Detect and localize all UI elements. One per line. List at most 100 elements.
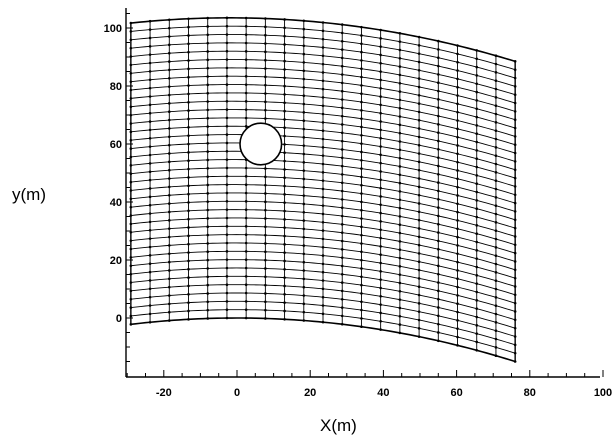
mesh-node (379, 253, 382, 257)
mesh-node (129, 46, 133, 50)
mesh-node (321, 129, 325, 133)
mesh-node (379, 220, 382, 223)
mesh-node (283, 18, 286, 21)
mesh-node (225, 141, 229, 145)
mesh-node (398, 273, 402, 276)
mesh-node (167, 294, 171, 297)
mesh-node (494, 196, 498, 199)
mesh-node (264, 83, 267, 87)
mesh-node (129, 230, 133, 234)
mesh-node (206, 50, 210, 53)
mesh-node (437, 189, 440, 193)
mesh-node (513, 251, 517, 255)
mesh-node (129, 80, 133, 83)
mesh-node (340, 48, 344, 51)
mesh-node (417, 277, 421, 280)
mesh-node (264, 300, 267, 304)
mesh-node (494, 54, 498, 57)
mesh-node (129, 222, 133, 226)
mesh-node (340, 264, 344, 268)
mesh-node (321, 270, 325, 274)
mesh-node (513, 85, 517, 88)
mesh-node (340, 23, 344, 26)
mesh-node (494, 179, 498, 182)
mesh-node (417, 52, 421, 55)
mesh-node (244, 250, 248, 253)
mesh-node (244, 66, 248, 70)
mesh-node (340, 256, 344, 259)
mesh-node (206, 16, 210, 20)
mesh-node (456, 227, 459, 231)
mesh-node (360, 67, 363, 71)
mesh-node (129, 105, 133, 109)
mesh-node (513, 68, 517, 71)
mesh-node (340, 223, 344, 226)
mesh-node (206, 200, 210, 203)
mesh-node (398, 298, 402, 301)
mesh-node (283, 309, 286, 313)
mesh-node (206, 25, 210, 28)
mesh-node (148, 304, 152, 307)
mesh-node (494, 296, 498, 299)
mesh-node (437, 64, 440, 68)
mesh-node (302, 202, 306, 206)
mesh-node (437, 181, 440, 184)
mesh-node (321, 96, 325, 99)
mesh-node (283, 226, 286, 229)
mesh-node (417, 118, 421, 122)
mesh-node (187, 42, 190, 46)
mesh-node (244, 300, 248, 303)
mesh-node (417, 60, 421, 64)
mesh-node (148, 28, 152, 31)
mesh-node (321, 171, 325, 174)
mesh-node (187, 100, 190, 104)
mesh-node (148, 145, 152, 148)
mesh-node (321, 220, 325, 224)
mesh-node (302, 169, 306, 172)
mesh-node (360, 50, 363, 54)
mesh-node (148, 153, 152, 157)
mesh-node (360, 225, 363, 229)
mesh-node (167, 235, 171, 239)
mesh-node (206, 100, 210, 103)
mesh-node (475, 132, 479, 136)
x-tick-label: 40 (377, 387, 389, 399)
mesh-node (417, 235, 421, 239)
mesh-node (494, 237, 498, 241)
mesh-node (187, 234, 190, 238)
mesh-node (225, 24, 229, 28)
mesh-node (264, 275, 267, 279)
mesh-node (302, 310, 306, 314)
mesh-node (475, 324, 479, 327)
mesh-node (129, 256, 133, 259)
mesh-node (513, 310, 517, 313)
mesh-node (225, 108, 229, 111)
mesh-node (129, 55, 133, 58)
mesh-node (513, 351, 517, 355)
mesh-node (475, 157, 479, 161)
mesh-node (167, 160, 171, 164)
x-tick-label: 0 (234, 387, 240, 399)
mesh-node (206, 175, 210, 178)
mesh-node (456, 135, 459, 139)
mesh-node (417, 268, 421, 272)
mesh-node (494, 112, 498, 116)
mesh-node (360, 208, 363, 212)
mesh-node (437, 339, 440, 343)
mesh-node (437, 264, 440, 268)
mesh-node (321, 137, 325, 141)
mesh-node (167, 60, 171, 63)
mesh-node (340, 239, 344, 243)
mesh-node (206, 217, 210, 220)
mesh-node (167, 85, 171, 88)
mesh-node (398, 65, 402, 68)
mesh-node (513, 160, 517, 163)
mesh-node (206, 300, 210, 304)
mesh-node (398, 148, 402, 152)
mesh-node (379, 120, 382, 123)
mesh-node (475, 90, 479, 94)
mesh-node (225, 291, 229, 295)
mesh-node (187, 209, 190, 213)
mesh-node (187, 167, 190, 171)
